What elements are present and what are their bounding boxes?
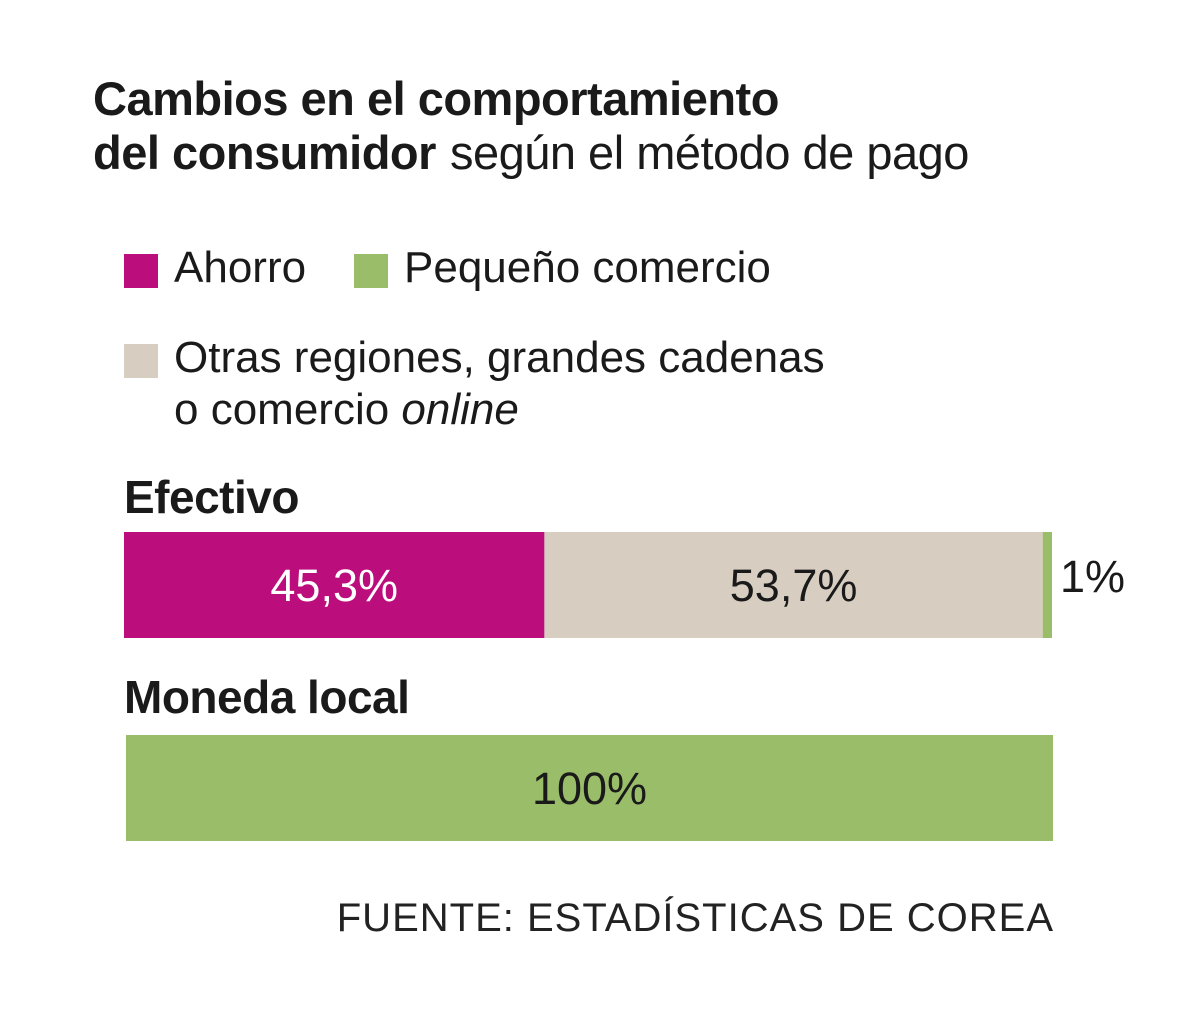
category-label-moneda-local: Moneda local [124, 671, 410, 723]
legend-swatch-pequeno-comercio [354, 254, 388, 288]
legend-item-pequeno-comercio: Pequeño comercio [354, 242, 771, 294]
legend-label-otras-italic: online [401, 385, 519, 434]
legend-swatch-otras-regiones [124, 344, 158, 378]
bar-efectivo-pequeno-comercio [1042, 532, 1052, 638]
data-label-efectivo-ahorro: 45,3% [270, 560, 398, 611]
legend-item-otras-regiones: Otras regiones, grandes cadenas o comerc… [124, 332, 825, 436]
legend-label-otras-line1: Otras regiones, grandes cadenas [174, 333, 825, 382]
legend-item-ahorro: Ahorro [124, 242, 306, 294]
title-line-1: Cambios en el comportamiento [93, 72, 779, 125]
legend-label-ahorro: Ahorro [174, 243, 307, 292]
bar-moneda-local-pequeno-comercio [126, 735, 1053, 841]
category-label-efectivo: Efectivo [124, 471, 299, 523]
bar-efectivo-otras-regiones-grandes-cadenas-o-comercio-online [544, 532, 1043, 638]
legend-swatch-ahorro [124, 254, 158, 288]
chart-title: Cambios en el comportamiento del consumi… [93, 72, 969, 180]
data-label-efectivo-otras-regiones-grandes-cadenas-o-comercio-online: 53,7% [730, 560, 858, 611]
legend-label-otras-line2: o comercio [174, 385, 390, 434]
bar-efectivo-ahorro [124, 532, 545, 638]
data-label-moneda-local-pequeno-comercio: 100% [532, 763, 647, 814]
legend-label-otras-regiones: Otras regiones, grandes cadenas o comerc… [174, 332, 825, 436]
data-label-efectivo-pequeno-comercio: 1% [1060, 551, 1125, 602]
title-line-2: del consumidor [93, 126, 436, 179]
source-note: FUENTE: ESTADÍSTICAS DE COREA [336, 896, 1054, 940]
legend-label-pequeno-comercio: Pequeño comercio [404, 243, 771, 292]
chart-subtitle: según el método de pago [449, 126, 969, 179]
